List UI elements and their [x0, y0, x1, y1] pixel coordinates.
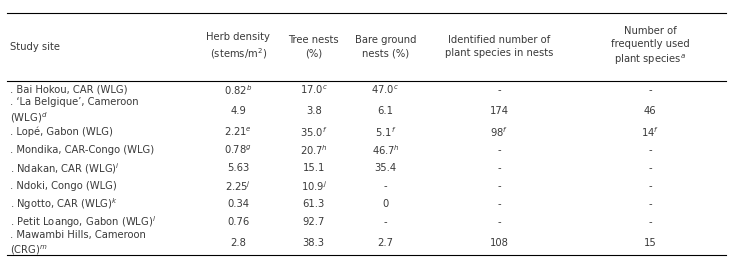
Text: 2.7: 2.7	[377, 238, 394, 248]
Text: 2.25$^j$: 2.25$^j$	[225, 179, 251, 193]
Text: 98$^f$: 98$^f$	[490, 125, 509, 139]
Text: Number of
frequently used
plant species$^a$: Number of frequently used plant species$…	[611, 26, 690, 67]
Text: Study site: Study site	[10, 42, 60, 52]
Text: -: -	[649, 145, 652, 155]
Text: 6.1: 6.1	[377, 106, 394, 116]
Text: 5.1$^f$: 5.1$^f$	[375, 125, 397, 139]
Text: . Mawambi Hills, Cameroon
(CRG)$^m$: . Mawambi Hills, Cameroon (CRG)$^m$	[10, 230, 146, 257]
Text: -: -	[649, 199, 652, 209]
Text: 0.34: 0.34	[227, 199, 249, 209]
Text: 174: 174	[490, 106, 509, 116]
Text: 108: 108	[490, 238, 509, 248]
Text: . ‘La Belgique’, Cameroon
(WLG)$^d$: . ‘La Belgique’, Cameroon (WLG)$^d$	[10, 97, 139, 125]
Text: . Ngotto, CAR (WLG)$^k$: . Ngotto, CAR (WLG)$^k$	[10, 196, 118, 212]
Text: . Ndoki, Congo (WLG): . Ndoki, Congo (WLG)	[10, 181, 117, 191]
Text: -: -	[649, 217, 652, 227]
Text: 35.0$^f$: 35.0$^f$	[300, 125, 328, 139]
Text: 20.7$^h$: 20.7$^h$	[300, 143, 328, 157]
Text: 0.78$^g$: 0.78$^g$	[224, 144, 252, 156]
Text: 3.8: 3.8	[306, 106, 322, 116]
Text: 15: 15	[644, 238, 657, 248]
Text: 10.9$^j$: 10.9$^j$	[301, 179, 327, 193]
Text: 46.7$^h$: 46.7$^h$	[372, 143, 399, 157]
Text: -: -	[498, 145, 501, 155]
Text: 61.3: 61.3	[303, 199, 325, 209]
Text: -: -	[498, 181, 501, 191]
Text: -: -	[498, 217, 501, 227]
Text: -: -	[383, 181, 387, 191]
Text: . Petit Loango, Gabon (WLG)$^l$: . Petit Loango, Gabon (WLG)$^l$	[10, 214, 156, 230]
Text: 2.21$^e$: 2.21$^e$	[224, 126, 252, 138]
Text: . Bai Hokou, CAR (WLG): . Bai Hokou, CAR (WLG)	[10, 85, 128, 95]
Text: 46: 46	[644, 106, 657, 116]
Text: 47.0$^c$: 47.0$^c$	[372, 84, 399, 96]
Text: 0: 0	[383, 199, 388, 209]
Text: . Lopé, Gabon (WLG): . Lopé, Gabon (WLG)	[10, 127, 113, 137]
Text: 14$^f$: 14$^f$	[641, 125, 659, 139]
Text: 35.4: 35.4	[375, 163, 397, 173]
Text: -: -	[383, 217, 387, 227]
Text: -: -	[498, 85, 501, 95]
Text: 5.63: 5.63	[227, 163, 249, 173]
Text: -: -	[649, 163, 652, 173]
Text: 17.0$^c$: 17.0$^c$	[300, 84, 328, 96]
Text: Bare ground
nests (%): Bare ground nests (%)	[355, 35, 416, 58]
Text: -: -	[649, 181, 652, 191]
Text: Identified number of
plant species in nests: Identified number of plant species in ne…	[445, 35, 553, 58]
Text: 15.1: 15.1	[303, 163, 325, 173]
Text: -: -	[649, 85, 652, 95]
Text: 2.8: 2.8	[230, 238, 246, 248]
Text: 0.76: 0.76	[227, 217, 249, 227]
Text: -: -	[498, 199, 501, 209]
Text: 0.82$^b$: 0.82$^b$	[224, 83, 252, 97]
Text: 38.3: 38.3	[303, 238, 325, 248]
Text: . Mondika, CAR-Congo (WLG): . Mondika, CAR-Congo (WLG)	[10, 145, 155, 155]
Text: . Ndakan, CAR (WLG)$^i$: . Ndakan, CAR (WLG)$^i$	[10, 161, 120, 176]
Text: Tree nests
(%): Tree nests (%)	[288, 35, 339, 58]
Text: Herb density
(stems/m$^2$): Herb density (stems/m$^2$)	[206, 33, 270, 61]
Text: -: -	[498, 163, 501, 173]
Text: 92.7: 92.7	[303, 217, 325, 227]
Text: 4.9: 4.9	[230, 106, 246, 116]
